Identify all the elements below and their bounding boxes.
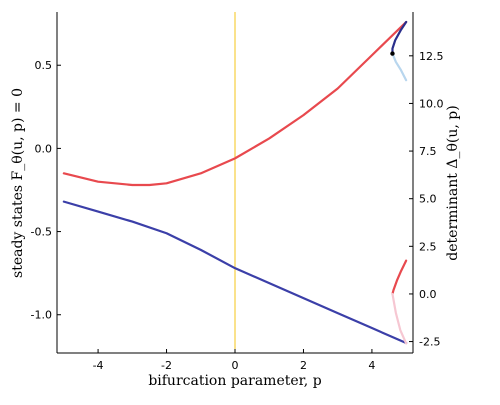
left-y-tick-label: 0.0 <box>35 142 53 155</box>
left-y-tick-label: -0.5 <box>31 226 52 239</box>
right-y-tick-label: 7.5 <box>419 145 437 158</box>
series-line-6 <box>391 292 408 345</box>
tick-layer: -4 -2 0 2 4 0.5 0.0 -0.5 -1.0 12.5 10.0 7.5 5.0 2.5 0.… <box>31 50 444 372</box>
series-line-4 <box>391 52 408 82</box>
x-tick-label: 0 <box>232 359 239 372</box>
right-y-tick-label: 2.5 <box>419 240 437 253</box>
right-y-axis-label: determinant Δ_θ(u, p) <box>445 105 461 260</box>
series-line-2 <box>62 200 408 345</box>
right-y-tick-label: 5.0 <box>419 193 437 206</box>
plot-layer <box>62 12 408 353</box>
right-y-tick-label: 12.5 <box>419 50 444 63</box>
right-y-tick-label: -2.5 <box>419 336 440 349</box>
left-y-tick-label: 0.5 <box>35 59 53 72</box>
series-line-1 <box>62 20 408 187</box>
x-tick-label: -2 <box>161 359 172 372</box>
series-line-5 <box>391 259 408 296</box>
left-y-tick-label: -1.0 <box>31 309 52 322</box>
x-tick-label: 2 <box>300 359 307 372</box>
x-tick-label: -4 <box>93 359 104 372</box>
right-y-tick-label: 10.0 <box>419 97 444 110</box>
x-axis-label: bifurcation parameter, p <box>148 373 321 389</box>
bifurcation-point-marker <box>390 51 395 56</box>
right-y-tick-label: 0.0 <box>419 288 437 301</box>
left-y-axis-label: steady states F_θ(u, p) = 0 <box>10 88 26 278</box>
x-tick-label: 4 <box>368 359 375 372</box>
series-line-3 <box>391 20 408 55</box>
